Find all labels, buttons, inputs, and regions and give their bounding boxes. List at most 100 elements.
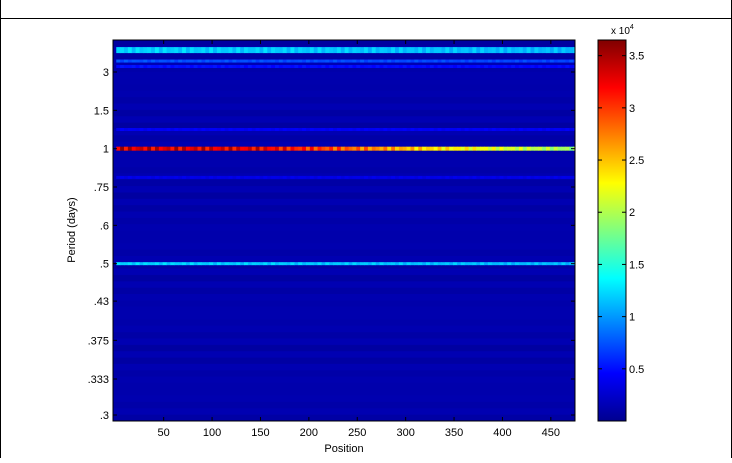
heatmap-cell <box>402 59 408 63</box>
heatmap-cell <box>259 146 264 151</box>
heatmap-cell <box>135 262 140 266</box>
heatmap-cell <box>530 47 535 54</box>
heatmap-cell <box>302 128 307 131</box>
heatmap-cell <box>286 47 291 54</box>
heatmap-cell <box>425 128 431 131</box>
heatmap-cell <box>526 47 531 54</box>
heatmap-cell <box>387 262 392 266</box>
heatmap-cell <box>220 128 226 131</box>
heatmap-cell <box>360 65 365 69</box>
heatmap-cell <box>182 262 187 266</box>
heatmap-cell <box>174 146 179 151</box>
heatmap-cell <box>445 47 450 54</box>
heatmap-cell <box>232 59 237 63</box>
heatmap-cell <box>162 262 167 266</box>
heatmap-cell <box>464 146 469 151</box>
heatmap-cell <box>263 128 268 131</box>
heatmap-row <box>113 122 575 130</box>
heatmap-cell <box>205 146 210 151</box>
heatmap-row <box>113 198 575 206</box>
heatmap-cell <box>228 175 233 179</box>
heatmap-cell <box>151 128 156 131</box>
heatmap-cell <box>282 175 287 179</box>
heatmap-cell <box>182 175 187 179</box>
heatmap-cell <box>313 146 318 151</box>
heatmap-cell <box>464 47 469 54</box>
heatmap-row <box>113 128 575 136</box>
heatmap-cell <box>317 262 322 266</box>
heatmap-cell <box>344 175 349 179</box>
heatmap-cell <box>395 128 400 131</box>
heatmap-cell <box>557 175 562 179</box>
heatmap-cell <box>236 128 241 131</box>
heatmap-cell <box>406 47 411 54</box>
heatmap-cell <box>290 59 295 63</box>
heatmap-cell <box>522 175 528 179</box>
heatmap-cell <box>391 59 396 63</box>
heatmap-cell <box>549 59 555 63</box>
heatmap-cell <box>259 59 264 63</box>
heatmap-cell <box>151 146 156 151</box>
heatmap-cell <box>282 262 287 266</box>
heatmap-cell <box>530 146 535 151</box>
heatmap-cell <box>271 146 276 151</box>
heatmap-cell <box>472 65 477 69</box>
heatmap-cell <box>333 128 338 131</box>
heatmap-row <box>113 154 575 161</box>
heatmap-cell <box>375 175 380 179</box>
heatmap-cell <box>247 146 253 151</box>
heatmap-cell <box>503 128 508 131</box>
heatmap-cell <box>425 262 431 266</box>
heatmap-row <box>113 65 575 73</box>
heatmap-cell <box>158 59 164 63</box>
heatmap-cell <box>116 47 121 54</box>
heatmap-cell <box>546 59 551 63</box>
colorbar-tick-label: 3.5 <box>629 51 644 63</box>
heatmap-cell <box>418 146 423 151</box>
heatmap-cell <box>515 262 520 266</box>
heatmap-cell <box>216 59 222 63</box>
heatmap-cell <box>565 175 570 179</box>
heatmap-cell <box>530 59 535 63</box>
heatmap-cell <box>402 65 408 69</box>
heatmap-cell <box>201 47 206 54</box>
heatmap-cell <box>391 175 396 179</box>
heatmap-cell <box>480 128 485 131</box>
heatmap-cell <box>561 146 566 151</box>
heatmap-cell <box>445 262 450 266</box>
heatmap-cell <box>274 262 280 266</box>
colorbar-tick-label: 2.5 <box>629 155 644 167</box>
heatmap-cell <box>367 59 373 63</box>
heatmap-cell <box>546 47 551 54</box>
heatmap-cell <box>213 262 218 266</box>
heatmap-cell <box>456 47 462 54</box>
heatmap-cell <box>534 59 539 63</box>
heatmap-cell <box>441 47 446 54</box>
heatmap-cell <box>336 59 342 63</box>
heatmap-cell <box>336 262 342 266</box>
heatmap-cell <box>321 128 326 131</box>
heatmap-cell <box>402 175 408 179</box>
heatmap-cell <box>228 146 233 151</box>
heatmap-cell <box>240 59 245 63</box>
heatmap-cell <box>453 175 458 179</box>
heatmap-cell <box>460 262 466 266</box>
heatmap-cell <box>290 146 295 151</box>
heatmap-cell <box>487 262 493 266</box>
heatmap-cell <box>526 146 531 151</box>
heatmap-cell <box>565 146 570 151</box>
heatmap-cell <box>553 59 559 63</box>
heatmap-cell <box>387 146 392 151</box>
heatmap-cell <box>429 262 435 266</box>
heatmap-cell <box>549 47 555 54</box>
heatmap-cell <box>305 262 311 266</box>
heatmap-cell <box>379 47 384 54</box>
heatmap-cell <box>120 262 125 266</box>
heatmap-cell <box>174 175 179 179</box>
heatmap-cell <box>352 128 357 131</box>
heatmap-cell <box>364 59 369 63</box>
heatmap-cell <box>333 262 338 266</box>
heatmap-cell <box>240 146 245 151</box>
heatmap-row <box>113 287 575 295</box>
heatmap-cell <box>185 146 191 151</box>
